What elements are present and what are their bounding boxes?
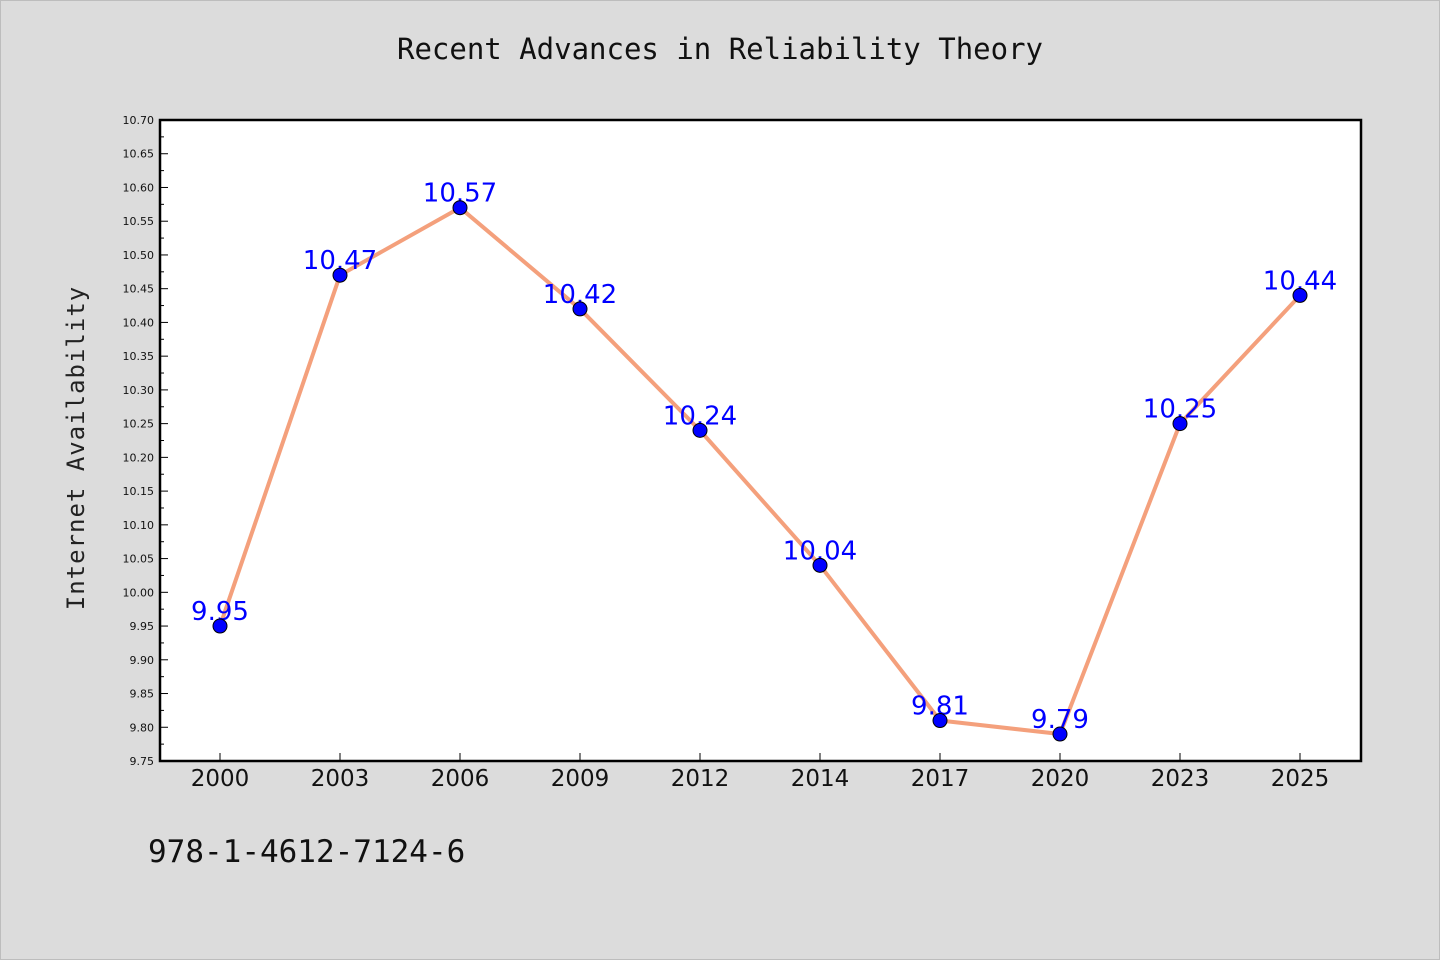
data-point xyxy=(692,422,708,438)
data-point xyxy=(932,713,948,729)
series-line xyxy=(218,205,1302,737)
y-tick-label: 10.25 xyxy=(123,418,155,431)
y-tick-label: 10.60 xyxy=(123,181,155,194)
data-point xyxy=(1172,416,1188,432)
y-tick-label: 10.55 xyxy=(123,215,155,228)
x-tick-label: 2009 xyxy=(551,766,610,792)
y-tick-label: 10.35 xyxy=(123,350,155,363)
chart-title: Recent Advances in Reliability Theory xyxy=(396,32,1043,66)
x-tick-label: 2017 xyxy=(911,766,970,792)
data-point xyxy=(812,557,828,573)
x-tick-label: 2012 xyxy=(671,766,730,792)
x-tick-label: 2020 xyxy=(1031,766,1090,792)
y-tick-label: 9.80 xyxy=(130,721,155,734)
y-tick-label: 9.75 xyxy=(130,755,155,768)
isbn-text: 978-1-4612-7124-6 xyxy=(148,834,466,870)
y-tick-label: 10.30 xyxy=(123,384,155,397)
y-tick-label: 10.10 xyxy=(123,519,155,532)
x-tick-label: 2003 xyxy=(311,766,370,792)
y-tick-label: 10.15 xyxy=(123,485,155,498)
data-point xyxy=(212,618,228,634)
y-tick-label: 10.45 xyxy=(123,283,155,296)
y-tick-label: 10.70 xyxy=(123,114,155,127)
x-tick-label: 2014 xyxy=(791,766,850,792)
x-tick-label: 2006 xyxy=(431,766,490,792)
data-point xyxy=(572,301,588,317)
data-point xyxy=(1052,726,1068,742)
y-tick-label: 9.85 xyxy=(130,688,155,701)
y-tick-label: 10.05 xyxy=(123,553,155,566)
x-tick-label: 2025 xyxy=(1271,766,1330,792)
y-tick-label: 9.95 xyxy=(130,620,155,633)
x-tick-label: 2023 xyxy=(1151,766,1210,792)
data-point xyxy=(1292,287,1308,303)
y-tick-label: 9.90 xyxy=(130,654,155,667)
y-tick-label: 10.00 xyxy=(123,586,155,599)
y-tick-label: 10.50 xyxy=(123,249,155,262)
plot-area xyxy=(158,118,1363,763)
y-tick-label: 10.20 xyxy=(123,451,155,464)
y-tick-label: 10.40 xyxy=(123,316,155,329)
data-point xyxy=(332,267,348,283)
y-tick-label: 10.65 xyxy=(123,148,155,161)
data-point xyxy=(452,200,468,216)
x-tick-label: 2000 xyxy=(191,766,250,792)
